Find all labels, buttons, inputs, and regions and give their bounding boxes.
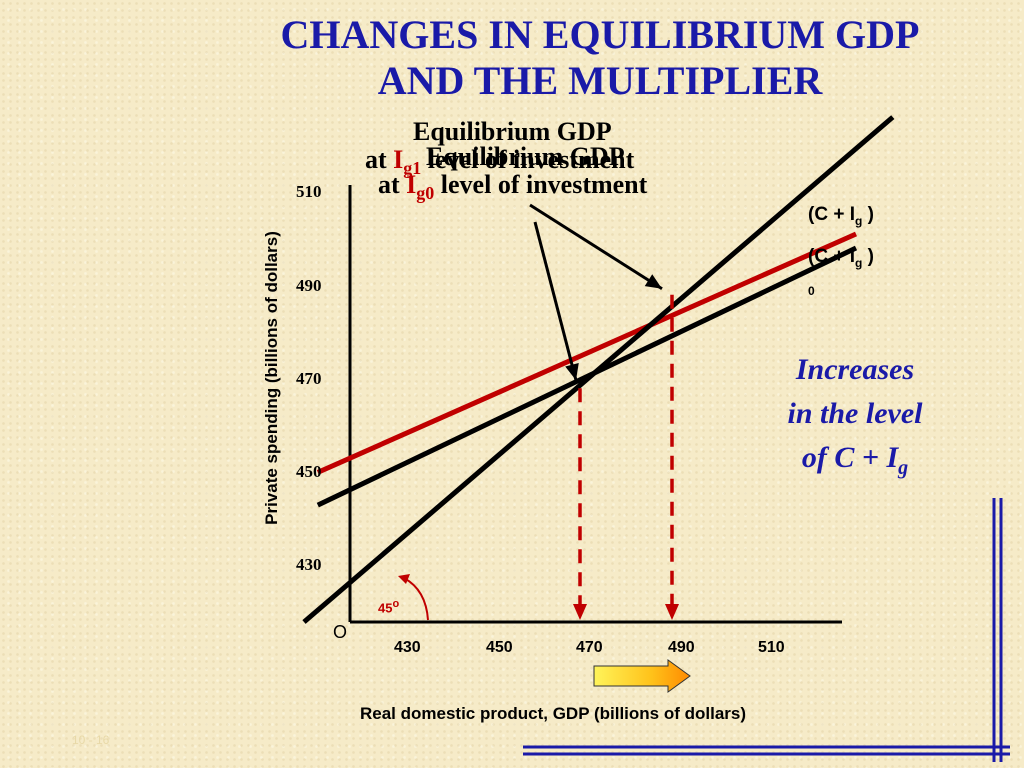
legend-lower-text: (C + I	[808, 246, 855, 267]
title-line-1: CHANGES IN EQUILIBRIUM GDP	[280, 12, 920, 57]
angle-value: 45	[378, 600, 393, 616]
increase-note: Increases in the level of C + Ig	[760, 348, 950, 490]
callout-ig1-line2: at Ig1 level of investment	[365, 146, 634, 182]
y-tick-490: 490	[296, 276, 322, 295]
origin-label: O	[333, 622, 348, 642]
legend-lower-sub: g	[854, 255, 863, 270]
callout-ig1: Equilibrium GDP at Ig1 level of investme…	[365, 118, 634, 182]
callout-ig1-line1: Equilibrium GDP	[413, 117, 612, 146]
series-line-45-degree	[302, 115, 895, 624]
callout-ig0-line2: at Ig0 level of investment	[378, 171, 647, 207]
x-tick-510: 510	[758, 639, 785, 656]
callout-ig1-at: at	[365, 145, 394, 174]
callout-arrow-ig1-head	[644, 274, 662, 289]
title-line-2: AND THE MULTIPLIER	[377, 58, 823, 103]
increase-note-line3: of C + Ig	[760, 436, 950, 490]
angle-arc	[403, 577, 429, 621]
x-tick-470: 470	[576, 639, 603, 656]
legend-upper-text: (C + I	[808, 204, 855, 225]
callout-arrow-ig0-head	[565, 363, 579, 381]
callout-ig0-rest: level of investment	[434, 170, 648, 199]
callout-ig1-subscript: g1	[403, 158, 422, 178]
legend-lower-close: )	[862, 246, 874, 267]
angle-arc-head	[398, 574, 410, 584]
legend-upper-close: )	[862, 204, 874, 225]
legend-lower-line: (C + Ig )	[808, 246, 874, 270]
callout-arrow-ig1	[529, 203, 663, 291]
y-tick-470: 470	[296, 369, 322, 388]
increase-note-line3-text: of C + I	[801, 441, 899, 474]
x-tick-450: 450	[486, 639, 513, 656]
y-axis-label-text: Private spending (billions of dollars)	[262, 231, 281, 525]
x-tick-490: 490	[668, 639, 695, 656]
callout-ig0-line1: Equilibrium GDP	[426, 142, 625, 171]
increase-note-sub: g	[898, 457, 909, 479]
equilibrium-arrowhead-490	[665, 604, 679, 620]
shift-right-arrow-icon	[593, 659, 691, 693]
callout-ig0-symbol: I	[406, 170, 417, 199]
legend-upper-sub: g	[854, 213, 863, 228]
angle-label: 45o	[378, 598, 399, 615]
callout-ig1-symbol: I	[393, 145, 404, 174]
legend-lower-zero: 0	[808, 284, 815, 298]
legend-upper-line: (C + Ig )	[808, 204, 874, 228]
y-tick-510: 510	[296, 182, 322, 201]
y-tick-450: 450	[296, 462, 322, 481]
x-tick-430: 430	[394, 639, 421, 656]
increase-note-line1: Increases	[795, 353, 915, 386]
page-number: 10 - 16	[72, 733, 110, 747]
callout-ig0: Equilibrium GDP at Ig0 level of investme…	[378, 143, 647, 207]
x-axis-label: Real domestic product, GDP (billions of …	[360, 704, 747, 723]
callout-arrow-ig0	[533, 221, 578, 381]
callout-ig1-rest: level of investment	[421, 145, 635, 174]
equilibrium-arrowhead-470	[573, 604, 587, 620]
callout-ig0-at: at	[378, 170, 407, 199]
y-tick-430: 430	[296, 555, 322, 574]
callout-ig0-subscript: g0	[416, 183, 435, 203]
angle-unit: o	[392, 598, 400, 610]
increase-note-line2: in the level	[787, 397, 923, 430]
series-line-c-ig1	[316, 231, 858, 475]
slide-title: CHANGES IN EQUILIBRIUM GDP AND THE MULTI…	[200, 12, 1000, 104]
